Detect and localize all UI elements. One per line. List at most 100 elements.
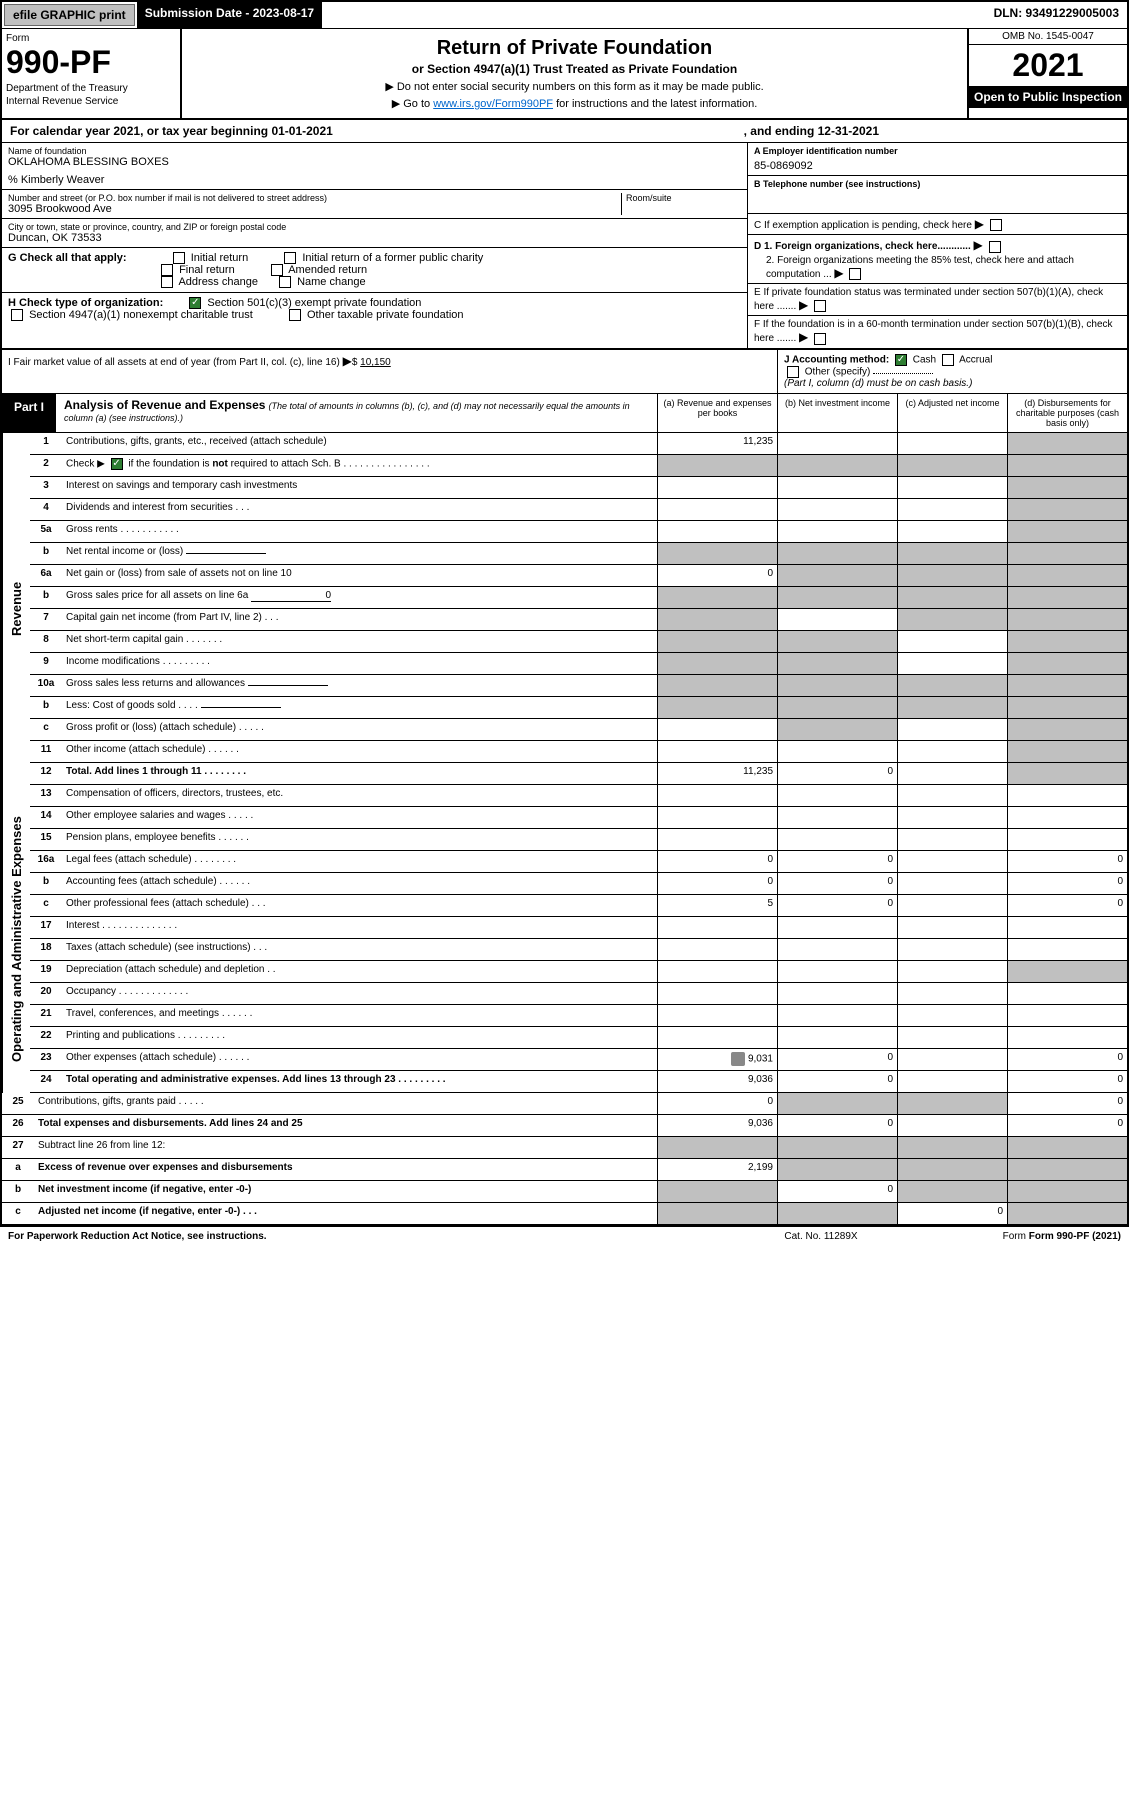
table-row: bNet rental income or (loss) (30, 543, 1127, 565)
row-num: 4 (30, 499, 62, 520)
revenue-table-area: Revenue 1Contributions, gifts, grants, e… (2, 433, 1127, 785)
cell-a (657, 807, 777, 828)
cell-a (657, 719, 777, 740)
cell-b (777, 939, 897, 960)
row-desc: Other expenses (attach schedule) . . . .… (62, 1049, 657, 1070)
e-cell: E If private foundation status was termi… (748, 284, 1127, 316)
cell-c (897, 1005, 1007, 1026)
c-checkbox[interactable] (990, 219, 1002, 231)
cell-d (1007, 763, 1127, 784)
row-desc: Pension plans, employee benefits . . . .… (62, 829, 657, 850)
row-desc: Gross sales less returns and allowances (62, 675, 657, 696)
revenue-side-label: Revenue (2, 433, 30, 785)
cell-d (1007, 1027, 1127, 1048)
name-change-checkbox[interactable] (279, 276, 291, 288)
footer-form: Form 990-PF (2021) (1029, 1231, 1121, 1242)
city-cell: City or town, state or province, country… (2, 219, 747, 248)
sch-b-checkbox[interactable] (111, 458, 123, 470)
501c3-checkbox[interactable] (189, 297, 201, 309)
accrual-checkbox[interactable] (942, 354, 954, 366)
i-label: I Fair market value of all assets at end… (8, 357, 340, 368)
d2-checkbox[interactable] (849, 268, 861, 280)
irs-link[interactable]: www.irs.gov/Form990PF (433, 98, 553, 110)
cell-a (657, 543, 777, 564)
cell-b (777, 631, 897, 652)
cell-a (657, 917, 777, 938)
cell-a (657, 1181, 777, 1202)
cell-d (1007, 719, 1127, 740)
cell-a (657, 1203, 777, 1224)
spacer (322, 2, 985, 28)
row-desc: Contributions, gifts, grants paid . . . … (34, 1093, 657, 1114)
ein-label: A Employer identification number (754, 146, 1121, 156)
row-num: 21 (30, 1005, 62, 1026)
other-method-checkbox[interactable] (787, 366, 799, 378)
cell-c (897, 1093, 1007, 1114)
cash-checkbox[interactable] (895, 354, 907, 366)
row-num: b (2, 1181, 34, 1202)
cell-b (777, 719, 897, 740)
cell-c (897, 983, 1007, 1004)
cell-d: 0 (1007, 873, 1127, 894)
row-num: 6a (30, 565, 62, 586)
bottom-rows: 25Contributions, gifts, grants paid . . … (2, 1093, 1127, 1225)
cell-d (1007, 807, 1127, 828)
e-checkbox[interactable] (814, 300, 826, 312)
table-row: 24Total operating and administrative exp… (30, 1071, 1127, 1093)
cell-b (777, 433, 897, 454)
ein-value: 85-0869092 (754, 160, 1121, 172)
table-row: 25Contributions, gifts, grants paid . . … (2, 1093, 1127, 1115)
fmv-value: 10,150 (360, 357, 391, 368)
cell-a (657, 961, 777, 982)
cell-d (1007, 1159, 1127, 1180)
cell-c (897, 829, 1007, 850)
final-return-checkbox[interactable] (161, 264, 173, 276)
part-1-title-text: Analysis of Revenue and Expenses (64, 398, 265, 412)
table-row: 9Income modifications . . . . . . . . . (30, 653, 1127, 675)
calyear-begin: For calendar year 2021, or tax year begi… (10, 124, 333, 138)
cell-b (777, 829, 897, 850)
table-row: 6aNet gain or (loss) from sale of assets… (30, 565, 1127, 587)
cell-c (897, 1049, 1007, 1070)
tax-year: 2021 (969, 45, 1127, 86)
phone-cell: B Telephone number (see instructions) (748, 176, 1127, 214)
cell-a: 5 (657, 895, 777, 916)
expenses-side-label: Operating and Administrative Expenses (2, 785, 30, 1093)
cell-c (897, 895, 1007, 916)
efile-print-button[interactable]: efile GRAPHIC print (4, 4, 135, 26)
revenue-rows: 1Contributions, gifts, grants, etc., rec… (30, 433, 1127, 785)
h-opt-3: Other taxable private foundation (307, 309, 464, 321)
header-row: Form 990-PF Department of the Treasury I… (2, 29, 1127, 120)
f-checkbox[interactable] (814, 333, 826, 345)
cell-c (897, 609, 1007, 630)
row-desc: Gross sales price for all assets on line… (62, 587, 657, 608)
cell-c (897, 521, 1007, 542)
amended-return-checkbox[interactable] (271, 264, 283, 276)
cell-d (1007, 499, 1127, 520)
row-desc: Net rental income or (loss) (62, 543, 657, 564)
row-desc: Total operating and administrative expen… (62, 1071, 657, 1092)
row-num: 27 (2, 1137, 34, 1158)
row-num: 16a (30, 851, 62, 872)
cell-d (1007, 653, 1127, 674)
cell-b (777, 565, 897, 586)
part-1-label: Part I (2, 394, 56, 432)
g-opt-4: Address change (178, 276, 258, 288)
4947a1-checkbox[interactable] (11, 309, 23, 321)
row-desc: Excess of revenue over expenses and disb… (34, 1159, 657, 1180)
initial-return-checkbox[interactable] (173, 252, 185, 264)
d1-checkbox[interactable] (989, 241, 1001, 253)
row-desc: Capital gain net income (from Part IV, l… (62, 609, 657, 630)
cell-d (1007, 543, 1127, 564)
initial-former-checkbox[interactable] (284, 252, 296, 264)
address-change-checkbox[interactable] (161, 276, 173, 288)
other-taxable-checkbox[interactable] (289, 309, 301, 321)
cell-b (777, 609, 897, 630)
cell-b: 0 (777, 1071, 897, 1092)
cell-a (657, 697, 777, 718)
row-num: c (30, 895, 62, 916)
row-desc: Net short-term capital gain . . . . . . … (62, 631, 657, 652)
attachment-icon[interactable] (731, 1052, 745, 1066)
cell-d (1007, 631, 1127, 652)
calendar-year-row: For calendar year 2021, or tax year begi… (2, 120, 1127, 143)
